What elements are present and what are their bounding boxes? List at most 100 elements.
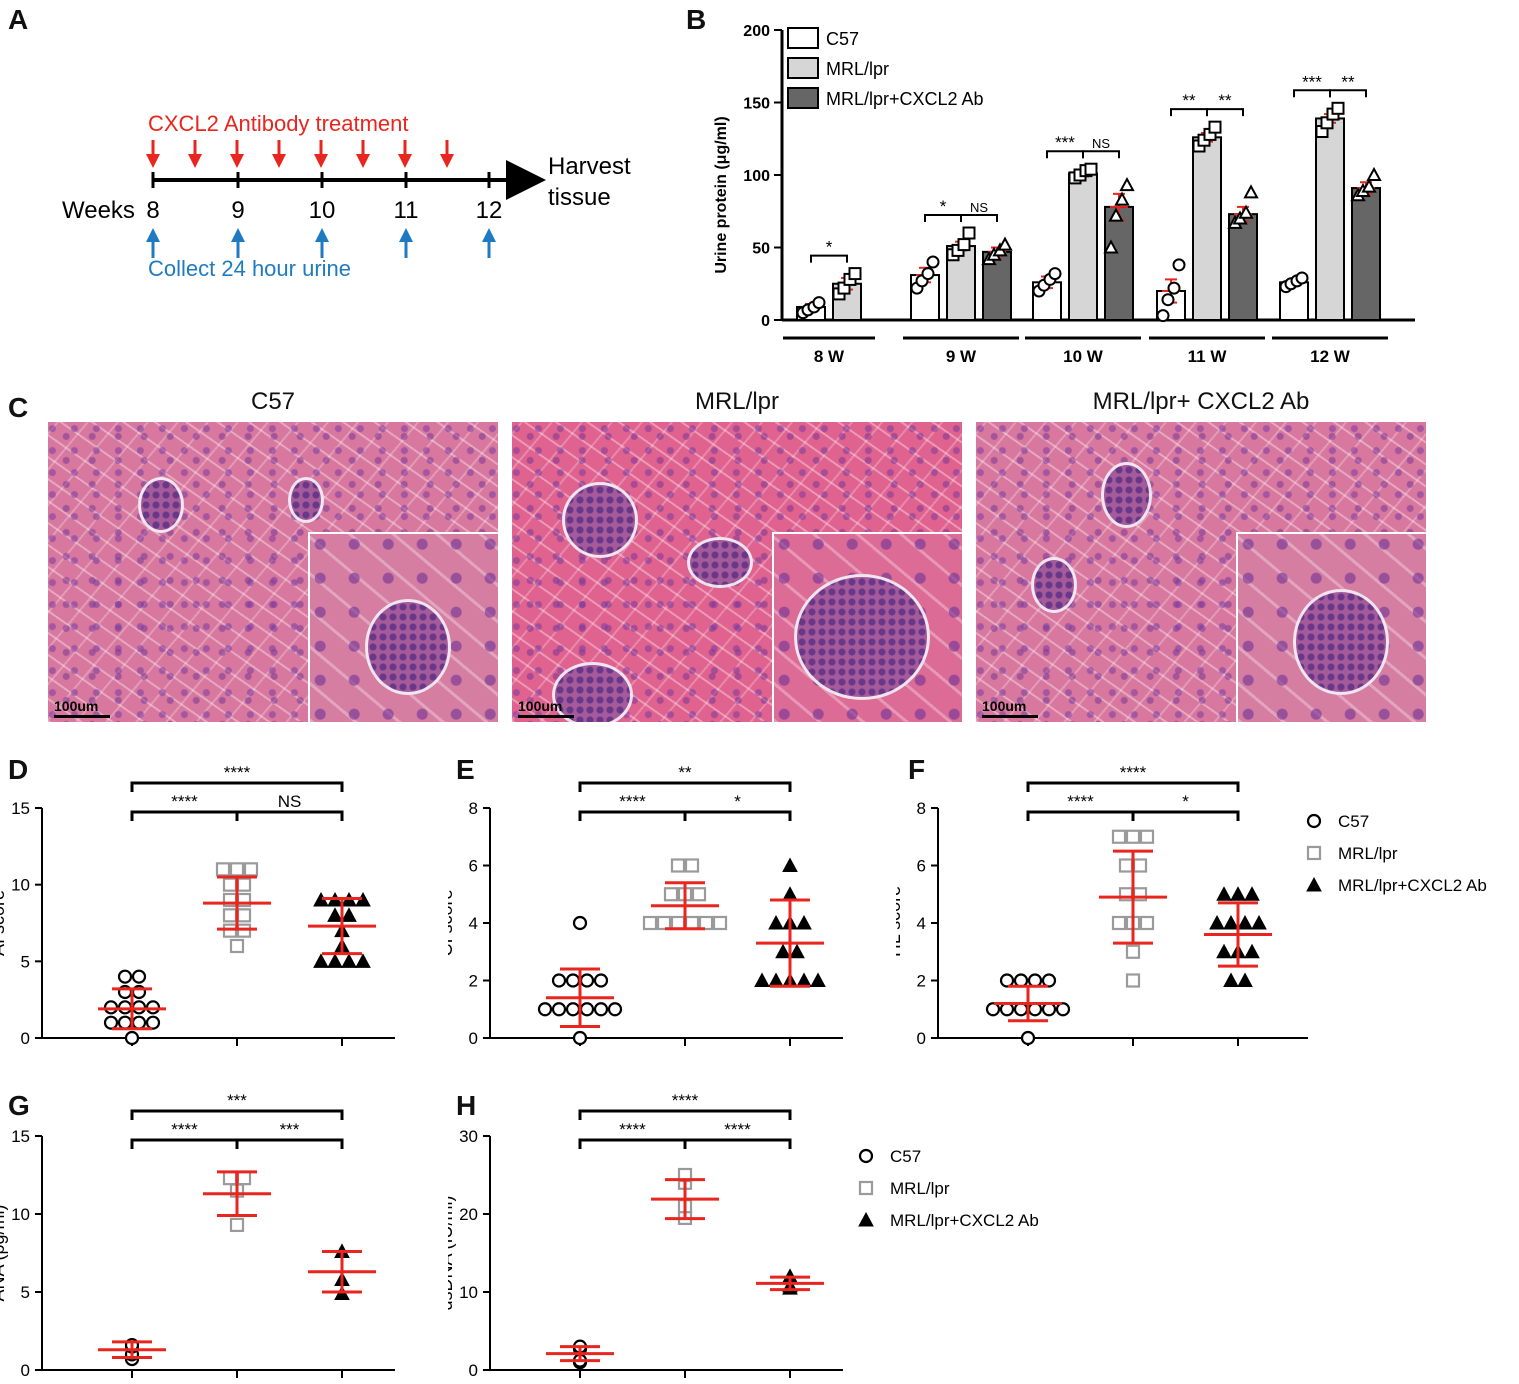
significance-bracket xyxy=(235,1138,344,1149)
histology-title-mrl: MRL/lpr xyxy=(694,388,779,415)
y-tick-label: 0 xyxy=(469,1361,478,1380)
panel-f-letter: F xyxy=(908,754,926,785)
c57-point xyxy=(131,969,147,984)
significance-label: NS xyxy=(970,200,988,215)
treatment-timeline: 8 9 10 11 12 Weeks CXCL2 Antibody treatment Col… xyxy=(62,111,631,281)
significance-bracket xyxy=(960,214,998,222)
legend-label: MRL/lpr xyxy=(890,1179,950,1198)
c57-point xyxy=(1167,281,1181,295)
significance-bracket xyxy=(130,1138,239,1149)
significance-bracket xyxy=(1170,108,1208,117)
category-label: 12 W xyxy=(1310,347,1351,366)
collect-label: Collect 24 hour urine xyxy=(148,256,351,281)
c57-point xyxy=(1048,267,1062,281)
significance-label: **** xyxy=(672,1091,699,1110)
significance-bracket xyxy=(924,214,962,222)
y-tick-label: 0 xyxy=(469,1029,478,1048)
ab-point xyxy=(1361,178,1377,193)
y-axis-label: Urine protein (μg/ml) xyxy=(713,116,730,273)
ab-point xyxy=(1119,177,1135,192)
scatter-legend-bottom: C57 MRL/lpr MRL/lpr+CXCL2 Ab xyxy=(858,1147,1039,1230)
significance-bracket xyxy=(1046,150,1084,159)
significance-label: **** xyxy=(619,1120,646,1139)
bar xyxy=(1192,136,1222,321)
significance-label: *** xyxy=(1055,133,1075,152)
c57-point xyxy=(812,296,826,310)
scale-label: 100um xyxy=(54,698,99,714)
mrl-point xyxy=(1139,829,1155,844)
histology-title-ab: MRL/lpr+ CXCL2 Ab xyxy=(1092,388,1310,415)
significance-label: * xyxy=(1182,792,1189,811)
mrl-point xyxy=(1111,829,1127,844)
ab-point xyxy=(1237,972,1253,987)
significance-bracket xyxy=(130,810,239,821)
c57-point xyxy=(103,1015,119,1030)
legend-label: MRL/lpr+CXCL2 Ab xyxy=(1338,876,1487,895)
y-tick-label: 20 xyxy=(459,1205,478,1224)
scale-bar: 100um xyxy=(54,698,110,718)
mrl-point xyxy=(684,858,700,873)
mrl-point xyxy=(222,877,238,892)
ab-point xyxy=(782,857,798,872)
ab-point xyxy=(768,972,784,987)
urine-protein-bar-chart: 0 50 100 150 200 Urine protein (μg/ml) 8 W 9 W 1… xyxy=(713,23,1415,366)
significance-bracket xyxy=(683,810,792,821)
scale-bar: 100um xyxy=(518,698,574,718)
significance-bracket xyxy=(235,810,344,821)
y-tick-label: 0 xyxy=(21,1029,30,1048)
ab-point xyxy=(810,972,826,987)
legend-swatch xyxy=(787,87,819,109)
legend-label: MRL/lpr xyxy=(826,59,889,79)
y-tick-label: 200 xyxy=(743,23,770,40)
mrl-point xyxy=(691,887,707,902)
glomerulus xyxy=(138,477,184,533)
ab-point xyxy=(1237,914,1253,930)
significance-bracket xyxy=(810,254,848,263)
y-tick-label: 8 xyxy=(917,799,926,818)
mrl-point xyxy=(663,887,679,902)
ab-point xyxy=(1306,876,1322,892)
scale-bar: 100um xyxy=(982,698,1038,718)
mrl-point xyxy=(1125,944,1141,959)
c57-point xyxy=(103,1000,119,1015)
c57-point xyxy=(1306,813,1322,829)
glomerulus-zoom xyxy=(365,599,451,695)
legend-swatch xyxy=(787,27,819,49)
week-label: 12 xyxy=(476,197,503,224)
ab-point xyxy=(327,907,343,922)
mrl-point xyxy=(1132,858,1148,873)
ab-point xyxy=(1103,239,1119,254)
treatment-arrow-icon xyxy=(440,154,454,168)
c57-point xyxy=(565,973,581,988)
ab-point xyxy=(1238,204,1254,219)
significance-label: **** xyxy=(1067,792,1094,811)
c57-point xyxy=(607,1002,623,1017)
significance-bracket xyxy=(1131,810,1240,821)
mrl-point xyxy=(222,1171,238,1186)
significance-bracket xyxy=(578,1138,687,1149)
significance-label: ** xyxy=(1218,91,1232,110)
significance-label: **** xyxy=(224,763,251,782)
c57-point xyxy=(551,1002,567,1017)
c57-point xyxy=(921,267,935,281)
treatment-arrow-icon xyxy=(146,154,160,168)
treatment-arrow-icon xyxy=(272,154,286,168)
legend-label: MRL/lpr+CXCL2 Ab xyxy=(890,1211,1039,1230)
y-axis-label: TIL score xyxy=(896,886,904,960)
treatment-arrow-icon xyxy=(314,154,328,168)
significance-bracket xyxy=(130,781,344,792)
ab-point xyxy=(1216,886,1232,901)
y-tick-label: 4 xyxy=(917,914,926,933)
week-label: 8 xyxy=(146,197,159,224)
y-tick-label: 30 xyxy=(459,1127,478,1146)
significance-bracket xyxy=(578,1109,792,1120)
y-axis-label: dsDNA (IU/ml) xyxy=(448,1195,456,1310)
y-axis-label: CI score xyxy=(448,889,456,956)
ab-point xyxy=(313,953,329,968)
glomerulus xyxy=(1031,557,1077,613)
zoom-inset-c57 xyxy=(308,532,498,722)
y-tick-label: 15 xyxy=(11,799,30,818)
